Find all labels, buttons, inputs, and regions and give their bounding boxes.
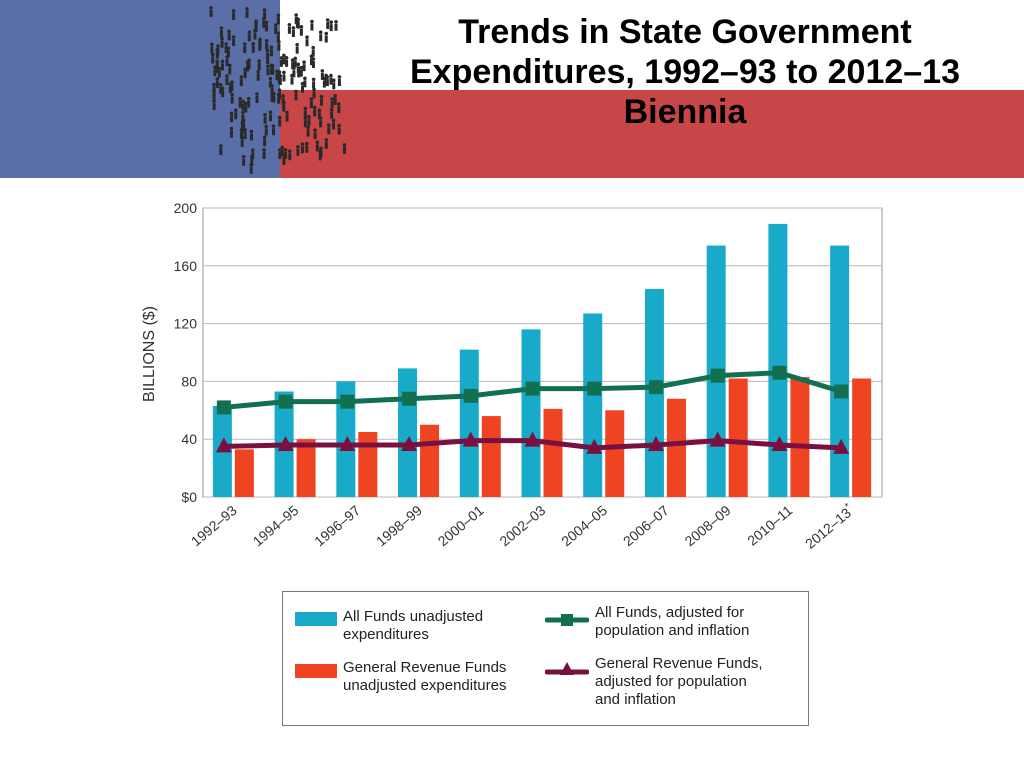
y-tick-label: 200 — [174, 200, 198, 216]
general-revenue-adjusted-point — [462, 431, 479, 447]
general-revenue-bar — [481, 416, 501, 497]
legend-label-all-funds-adjusted: All Funds, adjusted for population and i… — [595, 604, 750, 639]
all-funds-adjusted-point — [710, 368, 725, 383]
legend-swatch-general-revenue — [295, 664, 337, 678]
x-tick-label: 2004–05 — [558, 502, 610, 549]
x-tick-label: 1994–95 — [249, 502, 301, 549]
all-funds-bar — [459, 349, 479, 497]
x-tick-label: 2002–03 — [496, 502, 548, 549]
x-tick-label: 2008–09 — [682, 502, 734, 549]
x-tick-label: 2006–07 — [620, 502, 672, 549]
general-revenue-adjusted-point — [215, 437, 232, 453]
all-funds-adjusted-point — [587, 381, 602, 396]
general-revenue-bar — [666, 398, 686, 497]
legend-label-general-revenue-adjusted: General Revenue Funds, adjusted for popu… — [595, 655, 763, 708]
y-axis-label: BILLIONS ($) — [141, 306, 158, 402]
legend-label-general-revenue: General Revenue Funds unadjusted expendi… — [343, 659, 507, 694]
all-funds-bar — [521, 329, 541, 497]
x-tick-label: 2010–11 — [744, 502, 795, 549]
crowd-silhouette-image — [209, 6, 347, 174]
banner-red-stripe — [280, 90, 1024, 178]
general-revenue-adjusted-point — [709, 431, 726, 447]
all-funds-adjusted-point — [834, 384, 849, 399]
general-revenue-adjusted-point — [524, 431, 541, 447]
general-revenue-bar — [605, 410, 625, 497]
general-revenue-adjusted-point — [586, 438, 603, 454]
all-funds-adjusted-point — [216, 400, 231, 415]
general-revenue-bar — [852, 378, 872, 497]
all-funds-adjusted-point — [340, 394, 355, 409]
all-funds-adjusted-point — [402, 391, 417, 406]
general-revenue-adjusted-point — [647, 435, 664, 451]
legend-line-all-funds-adjusted — [545, 614, 589, 626]
y-tick-label: 80 — [181, 373, 197, 389]
all-funds-bar — [398, 368, 418, 497]
slide-title: Trends in State Government Expenditures,… — [410, 13, 960, 131]
legend-line-general-revenue-adjusted — [545, 662, 589, 675]
all-funds-adjusted-point — [648, 380, 663, 395]
general-revenue-adjusted-point — [339, 435, 356, 451]
y-tick-label: 120 — [174, 316, 198, 332]
general-revenue-bar — [358, 431, 378, 497]
general-revenue-bar — [420, 424, 440, 497]
y-tick-label: $0 — [181, 489, 197, 505]
general-revenue-bar — [234, 449, 254, 497]
x-tick-label: 2000–01 — [435, 502, 487, 549]
all-funds-bar — [830, 245, 850, 497]
general-revenue-bar — [296, 439, 316, 497]
general-revenue-bar — [543, 408, 563, 497]
general-revenue-bar — [790, 377, 810, 497]
all-funds-adjusted-point — [278, 394, 293, 409]
x-tick-label: 1998–99 — [373, 502, 425, 549]
header-banner — [0, 0, 1024, 178]
general-revenue-adjusted-point — [833, 438, 850, 454]
legend-label-all-funds: All Funds unadjusted expenditures — [343, 608, 484, 643]
legend-swatch-all-funds — [295, 612, 337, 626]
chart-legend: All Funds unadjusted expenditures Genera… — [282, 591, 809, 726]
all-funds-adjusted-point — [772, 365, 787, 380]
all-funds-bar — [768, 223, 788, 497]
x-tick-label: 2012–13* — [801, 501, 857, 552]
general-revenue-bar — [728, 378, 748, 497]
general-revenue-adjusted-point — [771, 435, 788, 451]
all-funds-adjusted-point — [525, 381, 540, 396]
all-funds-bar — [583, 313, 603, 497]
general-revenue-adjusted-point — [277, 435, 294, 451]
general-revenue-adjusted-point — [401, 435, 418, 451]
y-tick-label: 40 — [181, 431, 197, 447]
x-tick-label: 1992–93 — [188, 502, 240, 549]
x-tick-label: 1996–97 — [311, 502, 363, 549]
all-funds-adjusted-point — [463, 388, 478, 403]
y-tick-label: 160 — [174, 258, 198, 274]
